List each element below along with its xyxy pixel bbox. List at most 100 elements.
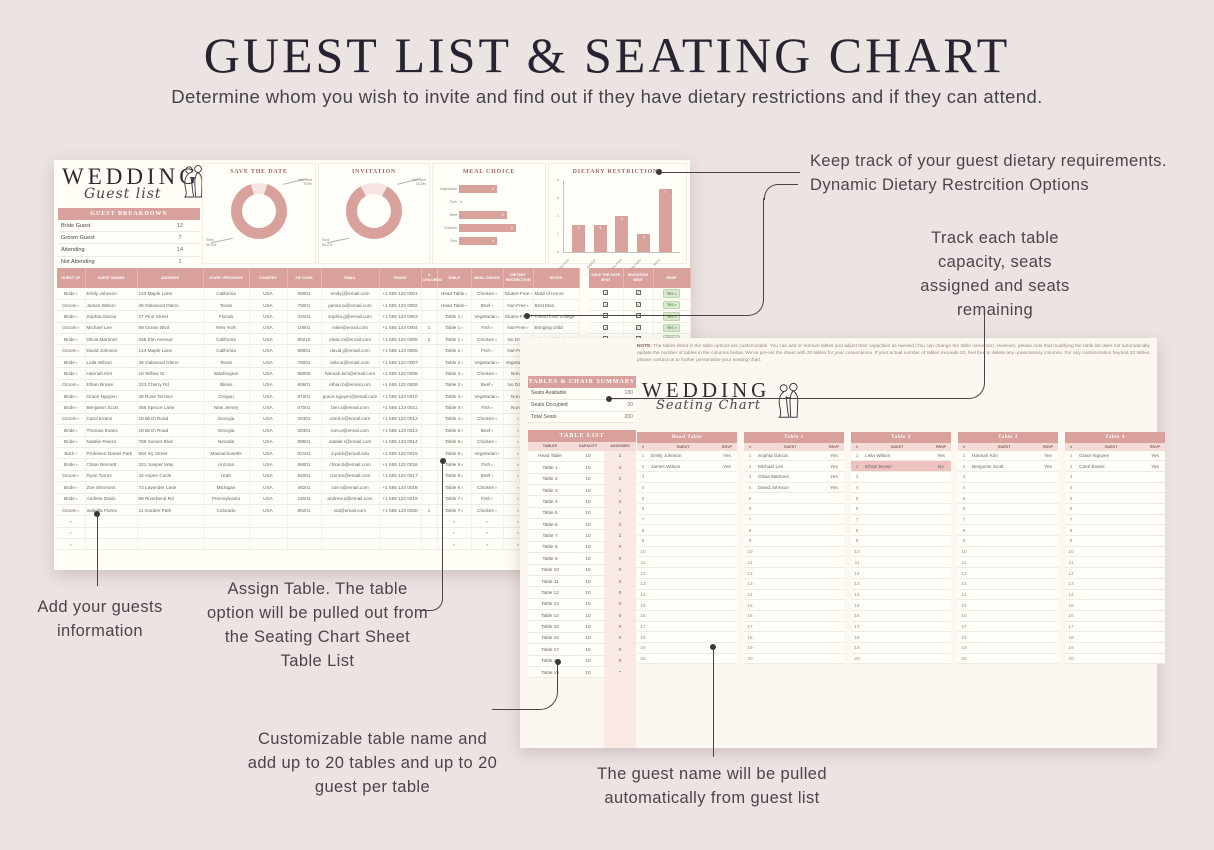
- guest-name-cell[interactable]: Thomas Evans: [85, 424, 138, 437]
- meal-choice-dropdown[interactable]: Chicken ▾: [471, 413, 504, 426]
- meal-choice-dropdown[interactable]: Chicken ▾: [471, 367, 504, 380]
- phone-cell[interactable]: +1 555 123 0012: [379, 413, 422, 426]
- country-cell[interactable]: USA: [249, 288, 288, 300]
- guest-of-dropdown[interactable]: Bride ▾: [57, 310, 86, 323]
- guest-of-dropdown[interactable]: Bride ▾: [57, 424, 86, 437]
- table-name-cell[interactable]: Table 11: [541, 578, 559, 584]
- guest-name-cell[interactable]: Olivia Martinez: [85, 333, 138, 346]
- children-cell[interactable]: [421, 379, 438, 392]
- phone-cell[interactable]: +1 555 123 0017: [379, 470, 422, 483]
- table-name-cell[interactable]: Table 8: [542, 544, 558, 550]
- email-cell[interactable]: mike@email.com: [321, 322, 380, 335]
- guest-of-dropdown[interactable]: Bride ▾: [57, 333, 86, 346]
- dietary-restriction-dropdown[interactable]: Nut-Free ▾: [503, 322, 534, 335]
- children-cell[interactable]: [421, 367, 438, 380]
- meal-choice-dropdown[interactable]: Vegetarian ▾: [471, 310, 504, 323]
- empty-cell[interactable]: [249, 527, 288, 540]
- guest-of-dropdown[interactable]: Bride ▾: [57, 356, 86, 369]
- meal-choice-dropdown[interactable]: Chicken ▾: [471, 288, 504, 300]
- empty-cell[interactable]: [249, 538, 288, 551]
- table-dropdown[interactable]: Table 3 ▾: [437, 367, 472, 380]
- notes-cell[interactable]: Friend from college: [533, 310, 580, 323]
- guest-name-cell[interactable]: Professor Daniel Park: [85, 447, 138, 460]
- meal-choice-dropdown[interactable]: Vegetarian ▾: [471, 447, 504, 460]
- capacity-cell[interactable]: 10: [585, 612, 591, 618]
- state-cell[interactable]: Utah: [203, 470, 250, 483]
- children-cell[interactable]: 1: [421, 322, 438, 335]
- email-cell[interactable]: hannah.kim@email.com: [321, 367, 380, 380]
- zip-cell[interactable]: 10001: [287, 322, 322, 335]
- guest-of-dropdown[interactable]: Bride ▾: [57, 458, 86, 471]
- checkbox-checked-icon[interactable]: [603, 302, 609, 308]
- state-cell[interactable]: California: [203, 344, 250, 357]
- zip-cell[interactable]: 30301: [287, 413, 322, 426]
- table-dropdown[interactable]: Table 6 ▾: [437, 447, 472, 460]
- breakdown-value[interactable]: 1: [178, 259, 182, 266]
- capacity-cell[interactable]: 10: [585, 533, 591, 539]
- table-dropdown[interactable]: Table 1 ▾: [437, 333, 472, 346]
- empty-cell[interactable]: ▾: [471, 538, 504, 551]
- capacity-cell[interactable]: 10: [585, 464, 591, 470]
- address-cell[interactable]: 46 Oakwood Glenn: [137, 299, 204, 312]
- children-cell[interactable]: [421, 344, 438, 357]
- state-cell[interactable]: Texas: [203, 356, 250, 369]
- country-cell[interactable]: USA: [249, 299, 288, 312]
- children-cell[interactable]: [421, 436, 438, 448]
- empty-cell[interactable]: ▾: [437, 515, 472, 528]
- seat-guest-name[interactable]: Emily Johnson: [651, 452, 682, 458]
- phone-cell[interactable]: +1 555 123 0018: [379, 481, 422, 494]
- table-dropdown[interactable]: Table 6 ▾: [437, 481, 472, 494]
- guest-of-dropdown[interactable]: Bride ▾: [57, 390, 86, 403]
- email-cell[interactable]: grace.nguyen@email.com: [321, 390, 380, 403]
- table-name-cell[interactable]: Table 15: [541, 624, 559, 630]
- empty-cell[interactable]: [379, 538, 422, 551]
- address-cell[interactable]: 123 Maple Lane: [137, 288, 204, 300]
- zip-cell[interactable]: 90001: [287, 288, 322, 300]
- email-cell[interactable]: ethan.b@email.com: [321, 379, 380, 392]
- address-cell[interactable]: 19 Willow St: [137, 367, 204, 380]
- guest-of-dropdown[interactable]: Both ▾: [57, 447, 86, 460]
- capacity-cell[interactable]: 10: [585, 521, 591, 527]
- checkbox-checked-icon[interactable]: [603, 290, 609, 296]
- email-cell[interactable]: olivia.m@email.com: [321, 333, 380, 346]
- meal-choice-dropdown[interactable]: Fish ▾: [471, 401, 504, 414]
- address-cell[interactable]: 73 Lavender Lane: [137, 481, 204, 494]
- zip-cell[interactable]: 48201: [287, 481, 322, 494]
- guest-name-cell[interactable]: Isabella Flores: [85, 504, 138, 517]
- children-cell[interactable]: [421, 447, 438, 460]
- country-cell[interactable]: USA: [249, 333, 288, 346]
- seat-rsvp[interactable]: Yes: [1044, 463, 1052, 469]
- capacity-cell[interactable]: 10: [585, 567, 591, 573]
- guest-name-cell[interactable]: Carol Evans: [85, 413, 138, 426]
- children-cell[interactable]: [421, 288, 438, 300]
- zip-cell[interactable]: 85001: [287, 458, 322, 471]
- table-dropdown[interactable]: Table 1 ▾: [437, 310, 472, 323]
- address-cell[interactable]: 654 Ivy Street: [137, 447, 204, 460]
- phone-cell[interactable]: +1 555 123 0011: [379, 401, 422, 414]
- guest-name-cell[interactable]: Benjamin Scott: [85, 401, 138, 414]
- guest-name-cell[interactable]: David Johnson: [85, 344, 138, 357]
- phone-cell[interactable]: +1 555 123 0009: [379, 379, 422, 392]
- empty-cell[interactable]: [421, 538, 438, 551]
- phone-cell[interactable]: +1 555 123 0020: [379, 504, 422, 517]
- state-cell[interactable]: Georgia: [203, 413, 250, 426]
- country-cell[interactable]: USA: [249, 356, 288, 369]
- seat-guest-name[interactable]: Michael Lee: [758, 463, 784, 469]
- table-name-cell[interactable]: Table 12: [541, 589, 559, 595]
- table-dropdown[interactable]: Table 3 ▾: [437, 401, 472, 414]
- guest-of-dropdown[interactable]: Bride ▾: [57, 401, 86, 414]
- table-dropdown[interactable]: Table 4 ▾: [437, 390, 472, 403]
- empty-cell[interactable]: [421, 515, 438, 528]
- empty-cell[interactable]: [421, 527, 438, 540]
- country-cell[interactable]: USA: [249, 379, 288, 392]
- empty-cell[interactable]: [203, 515, 250, 528]
- address-cell[interactable]: 18 Birch Road: [137, 424, 204, 437]
- state-cell[interactable]: Arizona: [203, 458, 250, 471]
- seat-rsvp[interactable]: Yes: [1044, 452, 1052, 458]
- dietary-restriction-dropdown[interactable]: Gluten-Free ▾: [503, 288, 534, 300]
- capacity-cell[interactable]: 10: [585, 453, 591, 459]
- seat-rsvp[interactable]: Yes: [830, 474, 838, 480]
- table-dropdown[interactable]: Table 6 ▾: [437, 458, 472, 471]
- country-cell[interactable]: USA: [249, 390, 288, 403]
- table-name-cell[interactable]: Table 16: [541, 635, 559, 641]
